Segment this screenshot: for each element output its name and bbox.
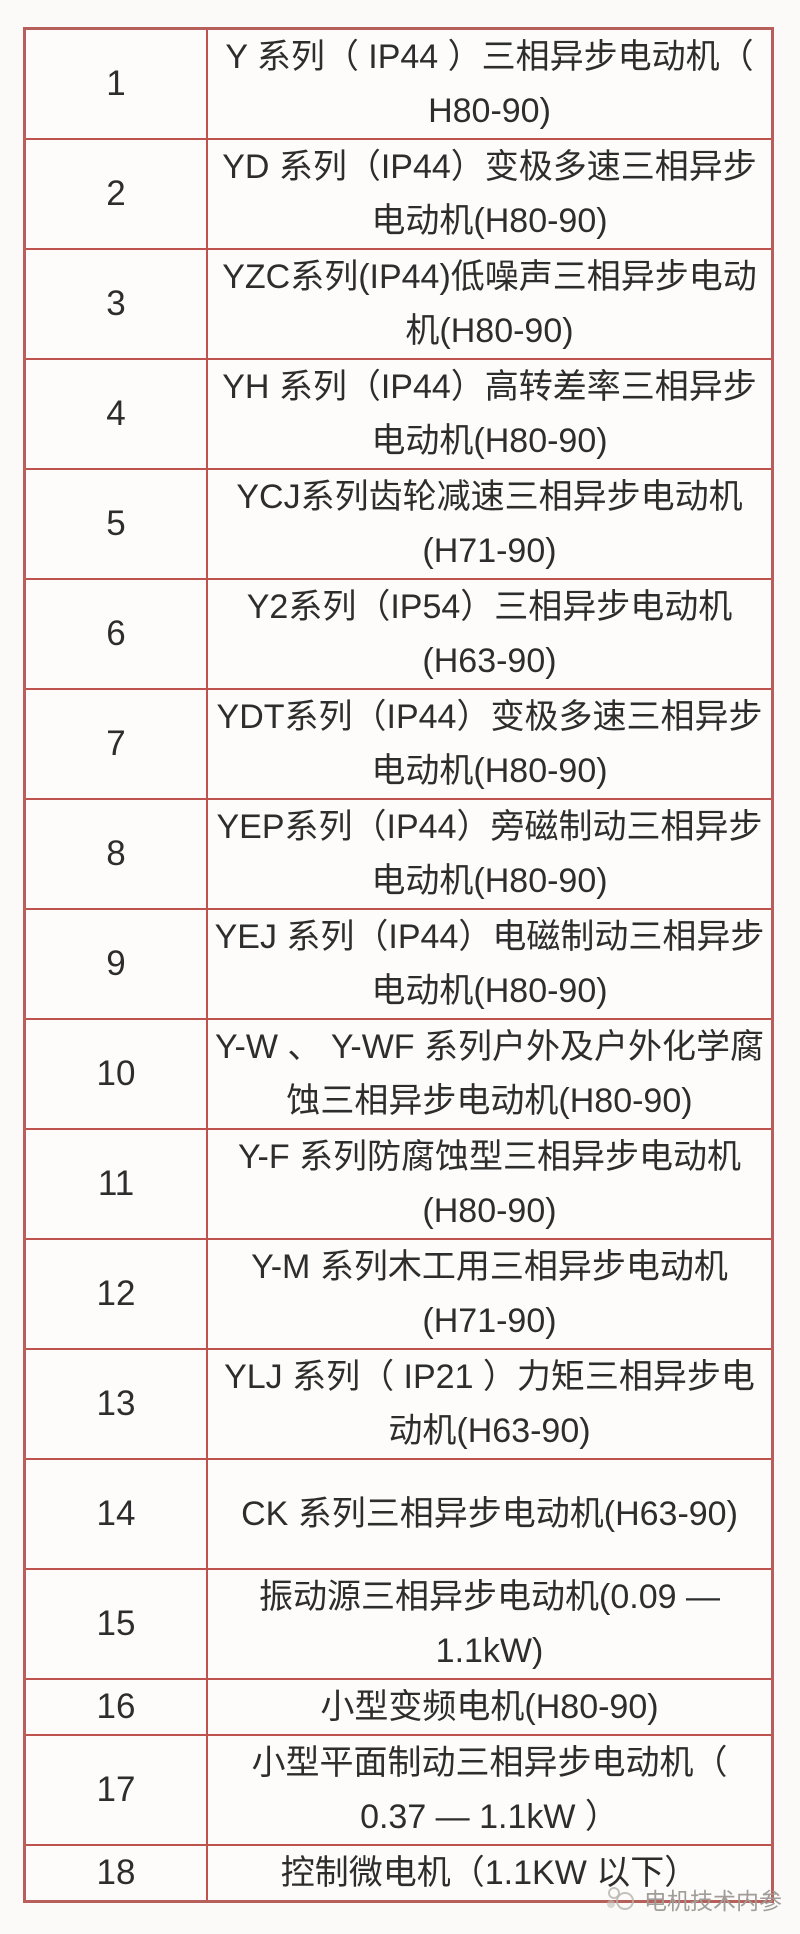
row-number: 2 bbox=[23, 138, 208, 250]
row-number: 18 bbox=[23, 1844, 208, 1903]
table-row: 8 YEP系列（IP44）旁磁制动三相异步电动机(H80-90) bbox=[23, 798, 774, 910]
motor-series-description: Y-W 、 Y-WF 系列户外及户外化学腐蚀三相异步电动机(H80-90) bbox=[206, 1018, 774, 1130]
table-row: 18 控制微电机（1.1KW 以下） bbox=[23, 1844, 774, 1903]
table-row: 4 YH 系列（IP44）高转差率三相异步电动机(H80-90) bbox=[23, 358, 774, 470]
table-row: 10 Y-W 、 Y-WF 系列户外及户外化学腐蚀三相异步电动机(H80-90) bbox=[23, 1018, 774, 1130]
row-number: 11 bbox=[23, 1128, 208, 1240]
table-row: 16 小型变频电机(H80-90) bbox=[23, 1678, 774, 1736]
row-number: 7 bbox=[23, 688, 208, 800]
motor-series-description: YH 系列（IP44）高转差率三相异步电动机(H80-90) bbox=[206, 358, 774, 470]
motor-series-description: 控制微电机（1.1KW 以下） bbox=[206, 1844, 774, 1903]
watermark-logo-icon bbox=[607, 1887, 634, 1910]
motor-series-description: Y2系列（IP54）三相异步电动机(H63-90) bbox=[206, 578, 774, 690]
motor-series-description: YCJ系列齿轮减速三相异步电动机(H71-90) bbox=[206, 468, 774, 580]
motor-series-description: YEP系列（IP44）旁磁制动三相异步电动机(H80-90) bbox=[206, 798, 774, 910]
table-row: 15 振动源三相异步电动机(0.09 — 1.1kW) bbox=[23, 1568, 774, 1680]
table-row: 14 CK 系列三相异步电动机(H63-90) bbox=[23, 1458, 774, 1570]
motor-series-description: Y-M 系列木工用三相异步电动机(H71-90) bbox=[206, 1238, 774, 1350]
motor-series-description: 小型平面制动三相异步电动机（ 0.37 — 1.1kW ） bbox=[206, 1734, 774, 1846]
table-row: 2 YD 系列（IP44）变极多速三相异步电动机(H80-90) bbox=[23, 138, 774, 250]
table-row: 9 YEJ 系列（IP44）电磁制动三相异步电动机(H80-90) bbox=[23, 908, 774, 1020]
row-number: 14 bbox=[23, 1458, 208, 1570]
row-number: 15 bbox=[23, 1568, 208, 1680]
row-number: 8 bbox=[23, 798, 208, 910]
row-number: 10 bbox=[23, 1018, 208, 1130]
row-number: 13 bbox=[23, 1348, 208, 1460]
row-number: 4 bbox=[23, 358, 208, 470]
motor-series-description: YEJ 系列（IP44）电磁制动三相异步电动机(H80-90) bbox=[206, 908, 774, 1020]
table-row: 6 Y2系列（IP54）三相异步电动机(H63-90) bbox=[23, 578, 774, 690]
table-row: 5 YCJ系列齿轮减速三相异步电动机(H71-90) bbox=[23, 468, 774, 580]
row-number: 6 bbox=[23, 578, 208, 690]
table-row: 13 YLJ 系列（ IP21 ）力矩三相异步电动机(H63-90) bbox=[23, 1348, 774, 1460]
table-row: 12 Y-M 系列木工用三相异步电动机(H71-90) bbox=[23, 1238, 774, 1350]
row-number: 9 bbox=[23, 908, 208, 1020]
row-number: 1 bbox=[23, 27, 208, 140]
motor-series-description: Y 系列（ IP44 ）三相异步电动机（ H80-90) bbox=[206, 27, 774, 140]
row-number: 3 bbox=[23, 248, 208, 360]
watermark-text: 电机技术内参 bbox=[644, 1888, 782, 1914]
motor-series-description: CK 系列三相异步电动机(H63-90) bbox=[206, 1458, 774, 1570]
motor-series-description: YZC系列(IP44)低噪声三相异步电动机(H80-90) bbox=[206, 248, 774, 360]
motor-series-description: 振动源三相异步电动机(0.09 — 1.1kW) bbox=[206, 1568, 774, 1680]
motor-series-description: 小型变频电机(H80-90) bbox=[206, 1678, 774, 1736]
motor-series-description: YD 系列（IP44）变极多速三相异步电动机(H80-90) bbox=[206, 138, 774, 250]
table-row: 11 Y-F 系列防腐蚀型三相异步电动机 (H80-90) bbox=[23, 1128, 774, 1240]
motor-series-table: 1 Y 系列（ IP44 ）三相异步电动机（ H80-90) 2 YD 系列（I… bbox=[23, 27, 774, 1903]
motor-series-description: YLJ 系列（ IP21 ）力矩三相异步电动机(H63-90) bbox=[206, 1348, 774, 1460]
row-number: 16 bbox=[23, 1678, 208, 1736]
table-row: 17 小型平面制动三相异步电动机（ 0.37 — 1.1kW ） bbox=[23, 1734, 774, 1846]
motor-series-description: YDT系列（IP44）变极多速三相异步电动机(H80-90) bbox=[206, 688, 774, 800]
row-number: 17 bbox=[23, 1734, 208, 1846]
table-row: 3 YZC系列(IP44)低噪声三相异步电动机(H80-90) bbox=[23, 248, 774, 360]
table-row: 7 YDT系列（IP44）变极多速三相异步电动机(H80-90) bbox=[23, 688, 774, 800]
motor-series-description: Y-F 系列防腐蚀型三相异步电动机 (H80-90) bbox=[206, 1128, 774, 1240]
row-number: 5 bbox=[23, 468, 208, 580]
row-number: 12 bbox=[23, 1238, 208, 1350]
table-row: 1 Y 系列（ IP44 ）三相异步电动机（ H80-90) bbox=[23, 27, 774, 140]
watermark: 电机技术内参 bbox=[604, 1882, 782, 1916]
